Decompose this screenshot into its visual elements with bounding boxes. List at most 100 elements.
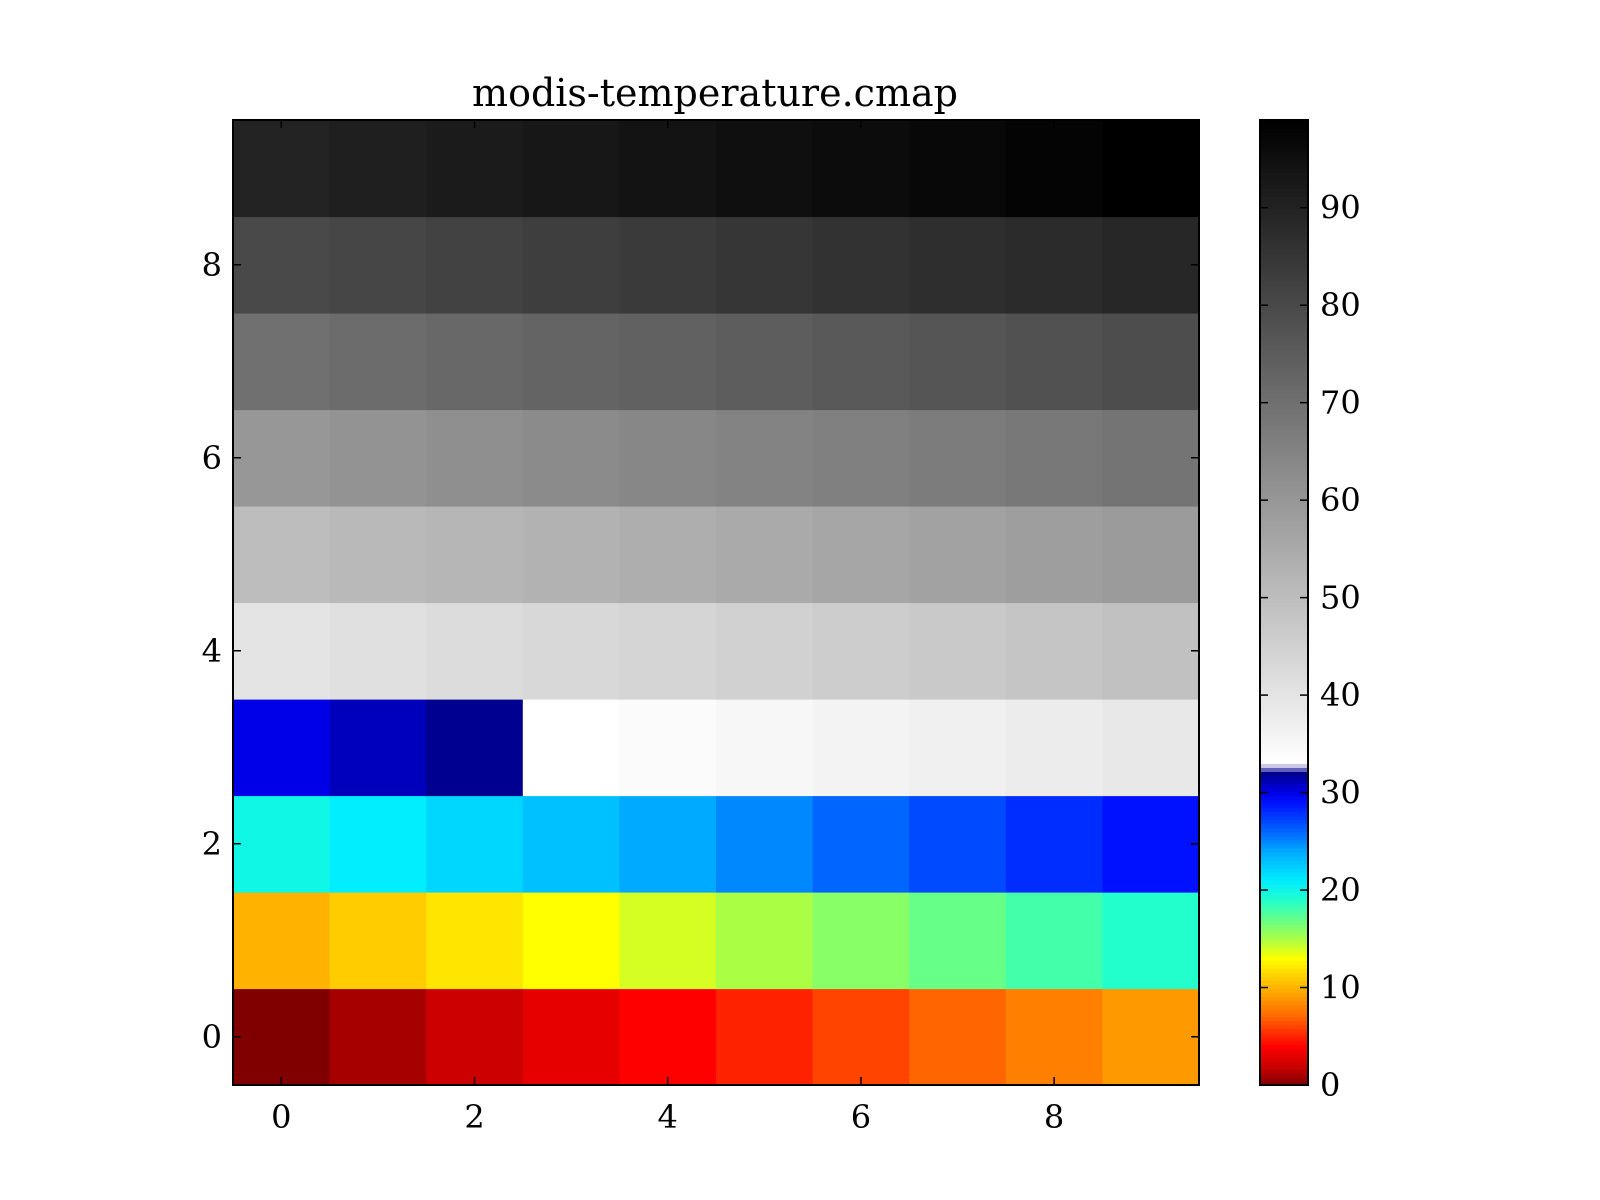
heatmap-cell xyxy=(522,120,620,218)
heatmap-cell xyxy=(909,506,1007,604)
heatmap-cell xyxy=(233,602,331,700)
heatmap-cell xyxy=(329,699,427,797)
colorbar-tick-label: 20 xyxy=(1320,871,1361,909)
heatmap-cell xyxy=(1005,216,1103,314)
colorbar-segment xyxy=(1260,835,1308,841)
colorbar-segment xyxy=(1260,489,1308,495)
colorbar-segment xyxy=(1260,1064,1308,1070)
colorbar-segment xyxy=(1260,699,1308,704)
colorbar-segment xyxy=(1260,719,1308,724)
colorbar-segment xyxy=(1260,357,1308,362)
colorbar-segment xyxy=(1260,642,1308,648)
colorbar-segment xyxy=(1260,602,1308,608)
heatmap-cell xyxy=(522,602,620,700)
colorbar-segment xyxy=(1260,566,1308,571)
colorbar-segment xyxy=(1260,506,1308,511)
heatmap-cell xyxy=(1102,988,1200,1086)
heatmap-cell xyxy=(233,892,331,990)
heatmap-cell xyxy=(426,506,524,604)
colorbar-segment xyxy=(1260,811,1308,817)
heatmap-cell xyxy=(1005,506,1103,604)
heatmap-cell xyxy=(716,988,814,1086)
heatmap-cell xyxy=(329,216,427,314)
colorbar-segment xyxy=(1260,610,1308,616)
colorbar-segment xyxy=(1260,361,1308,366)
colorbar-segment xyxy=(1260,883,1308,889)
colorbar-segment xyxy=(1260,168,1308,173)
colorbar-segment xyxy=(1260,916,1308,921)
heatmap-cell xyxy=(233,699,331,797)
colorbar-segment xyxy=(1260,956,1308,961)
heatmap-cell xyxy=(812,699,910,797)
y-tick-label: 8 xyxy=(202,246,222,284)
colorbar-axis: 0 10 20 30 40 50 60 70 80 90 xyxy=(1260,189,1361,1104)
colorbar-segment xyxy=(1260,329,1308,334)
colorbar-segment xyxy=(1260,449,1308,455)
colorbar-segment xyxy=(1260,152,1308,157)
colorbar-segment xyxy=(1260,1044,1308,1050)
heatmap-cell xyxy=(909,699,1007,797)
colorbar-segment xyxy=(1260,912,1308,917)
colorbar-segment xyxy=(1260,176,1308,181)
x-tick-label: 8 xyxy=(1044,1098,1064,1136)
colorbar-segment xyxy=(1260,510,1308,515)
colorbar-segment xyxy=(1260,960,1308,965)
heatmap-cell xyxy=(1005,409,1103,507)
heatmap-cell xyxy=(909,988,1007,1086)
colorbar-segment xyxy=(1260,739,1308,744)
colorbar-segment xyxy=(1260,1052,1308,1058)
colorbar-segment xyxy=(1260,968,1308,974)
heatmap-cell xyxy=(329,120,427,218)
colorbar-segment xyxy=(1260,703,1308,708)
colorbar-tick-label: 70 xyxy=(1320,384,1361,422)
y-tick-label: 4 xyxy=(202,632,222,670)
colorbar-segment xyxy=(1260,1008,1308,1014)
colorbar-segment xyxy=(1260,208,1308,214)
heatmap-cell xyxy=(1005,892,1103,990)
colorbar-segment xyxy=(1260,469,1308,475)
heatmap-cell xyxy=(1005,988,1103,1086)
colorbar-segment xyxy=(1260,662,1308,668)
heatmap-cell xyxy=(1102,602,1200,700)
heatmap-cell xyxy=(1102,120,1200,218)
colorbar-tick-label: 90 xyxy=(1320,189,1361,227)
heatmap-cell xyxy=(909,602,1007,700)
heatmap-cell xyxy=(522,892,620,990)
colorbar-segment xyxy=(1260,996,1308,1002)
colorbar-segment xyxy=(1260,815,1308,821)
heatmap-cell xyxy=(1102,892,1200,990)
colorbar-segment xyxy=(1260,393,1308,399)
colorbar-segment xyxy=(1260,280,1308,286)
colorbar-segment xyxy=(1260,944,1308,949)
colorbar-segment xyxy=(1260,333,1308,338)
colorbar-segment xyxy=(1260,268,1308,274)
colorbar-segment xyxy=(1260,441,1308,447)
colorbar-segment xyxy=(1260,972,1308,978)
colorbar-segment xyxy=(1260,485,1308,491)
colorbar-segment xyxy=(1260,682,1308,688)
colorbar-segment xyxy=(1260,1056,1308,1062)
colorbar-segment xyxy=(1260,425,1308,431)
colorbar-segment xyxy=(1260,232,1308,238)
heatmap-cell xyxy=(233,120,331,218)
heatmap-cell xyxy=(716,699,814,797)
colorbar-segment xyxy=(1260,288,1308,294)
colorbar-segment xyxy=(1260,477,1308,483)
colorbar-segment xyxy=(1260,228,1308,234)
colorbar-segment xyxy=(1260,369,1308,374)
heatmap-cell xyxy=(1102,409,1200,507)
colorbar-segment xyxy=(1260,132,1308,137)
colorbar-segment xyxy=(1260,875,1308,881)
heatmap-cell xyxy=(619,988,717,1086)
heatmap-cell xyxy=(812,313,910,411)
colorbar-segment xyxy=(1260,461,1308,467)
colorbar-tick-label: 0 xyxy=(1320,1066,1340,1104)
colorbar-segment xyxy=(1260,433,1308,439)
colorbar-segment xyxy=(1260,839,1308,845)
heatmap-cell xyxy=(716,602,814,700)
colorbar-segment xyxy=(1260,908,1308,913)
colorbar-segment xyxy=(1260,341,1308,346)
heatmap-cell xyxy=(233,409,331,507)
colorbar-segment xyxy=(1260,272,1308,278)
